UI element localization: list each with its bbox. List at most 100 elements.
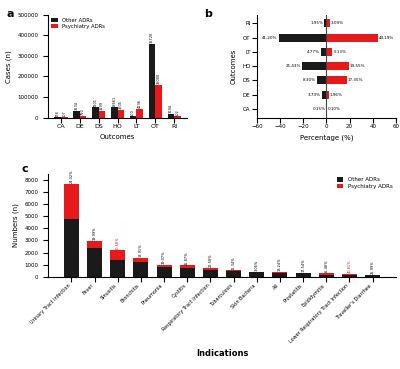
Bar <box>168 114 174 117</box>
Text: 3.06%: 3.06% <box>255 260 259 271</box>
Bar <box>87 241 102 248</box>
Text: 500: 500 <box>131 109 135 116</box>
Bar <box>133 258 148 262</box>
Bar <box>136 109 143 117</box>
Bar <box>73 111 80 117</box>
Text: 13.24%: 13.24% <box>278 258 282 271</box>
Text: 7201: 7201 <box>94 98 98 107</box>
Bar <box>203 268 218 270</box>
Text: 3199: 3199 <box>100 101 104 110</box>
Bar <box>110 260 125 277</box>
Bar <box>180 265 195 268</box>
Bar <box>203 270 218 277</box>
Text: 18661: 18661 <box>112 95 116 107</box>
Bar <box>319 275 334 277</box>
Bar <box>324 20 326 27</box>
Text: b: b <box>204 8 212 18</box>
Y-axis label: Cases (n): Cases (n) <box>5 50 12 83</box>
Text: 15.48%: 15.48% <box>324 259 328 273</box>
Text: 21.43%: 21.43% <box>285 64 301 68</box>
Bar <box>272 272 288 273</box>
Text: 17.35%: 17.35% <box>348 78 363 82</box>
Text: 1694: 1694 <box>169 104 173 113</box>
Text: a: a <box>6 8 14 18</box>
Bar <box>317 76 326 84</box>
Bar <box>342 273 357 275</box>
Text: 8.30%: 8.30% <box>303 78 316 82</box>
Bar <box>326 62 349 70</box>
Text: 5.13%: 5.13% <box>333 50 346 54</box>
Bar <box>365 275 380 277</box>
Text: 107: 107 <box>62 110 66 117</box>
Bar <box>226 272 241 277</box>
X-axis label: Indications: Indications <box>196 349 248 358</box>
Bar <box>272 273 288 277</box>
Y-axis label: Outcomes: Outcomes <box>231 48 237 84</box>
Bar <box>111 107 118 117</box>
Text: 19.99%: 19.99% <box>92 227 96 240</box>
Text: 178: 178 <box>56 110 60 117</box>
Bar <box>149 44 155 117</box>
Text: 0.15%: 0.15% <box>312 107 325 111</box>
Bar <box>110 251 125 260</box>
Text: 19.55%: 19.55% <box>350 64 366 68</box>
Text: 44.19%: 44.19% <box>378 36 394 39</box>
Text: c: c <box>22 164 28 174</box>
Bar <box>279 34 326 42</box>
Text: 41.20%: 41.20% <box>262 36 278 39</box>
Text: 0.10%: 0.10% <box>328 107 340 111</box>
Bar <box>326 91 329 99</box>
Bar <box>321 48 326 56</box>
Text: 17.54%: 17.54% <box>301 259 305 272</box>
Text: 35720: 35720 <box>150 32 154 44</box>
Bar <box>155 85 162 117</box>
Text: 24.02%: 24.02% <box>69 170 73 183</box>
Text: 18.91%: 18.91% <box>139 244 143 257</box>
Bar <box>64 219 79 277</box>
Text: 4136: 4136 <box>138 99 142 108</box>
Text: 16000: 16000 <box>157 73 161 84</box>
Bar <box>87 248 102 277</box>
Text: 3.09%: 3.09% <box>331 21 344 25</box>
Text: 25.99%: 25.99% <box>371 261 375 274</box>
Bar <box>319 273 334 275</box>
Legend: Other ADRs, Psychiatry ADRs: Other ADRs, Psychiatry ADRs <box>51 17 105 30</box>
Bar <box>92 107 99 117</box>
Text: 19.07%: 19.07% <box>162 251 166 264</box>
Text: 26.58%: 26.58% <box>208 254 212 267</box>
Bar <box>326 34 378 42</box>
Bar <box>342 275 357 277</box>
X-axis label: Outcomes: Outcomes <box>100 134 135 140</box>
Bar <box>133 262 148 277</box>
Bar <box>180 268 195 277</box>
Text: 30.58%: 30.58% <box>116 236 120 250</box>
Bar <box>80 116 86 117</box>
X-axis label: Percentage (%): Percentage (%) <box>300 134 353 141</box>
Bar <box>118 110 124 117</box>
Bar <box>322 91 326 99</box>
Bar <box>156 267 172 277</box>
Bar <box>249 272 264 277</box>
Bar <box>156 265 172 267</box>
Bar <box>326 48 332 56</box>
Bar <box>99 111 105 117</box>
Text: 502: 502 <box>176 109 180 116</box>
Bar <box>64 184 79 219</box>
Text: 3605: 3605 <box>119 100 123 110</box>
Bar <box>226 270 241 272</box>
Text: 40.81%: 40.81% <box>348 259 352 273</box>
Text: 3234: 3234 <box>74 101 78 110</box>
Text: 4.77%: 4.77% <box>307 50 320 54</box>
Text: 1.96%: 1.96% <box>330 93 342 97</box>
Text: 790: 790 <box>81 108 85 115</box>
Text: 1.95%: 1.95% <box>310 21 323 25</box>
Bar <box>326 20 330 27</box>
Y-axis label: Numbers (n): Numbers (n) <box>12 203 19 247</box>
Text: 12.34%: 12.34% <box>232 256 236 270</box>
Bar <box>296 273 311 277</box>
Bar <box>302 62 326 70</box>
Bar <box>326 76 346 84</box>
Text: 3.73%: 3.73% <box>308 93 321 97</box>
Text: 25.87%: 25.87% <box>185 251 189 265</box>
Legend: Other ADRs, Psychiatry ADRs: Other ADRs, Psychiatry ADRs <box>336 177 393 189</box>
